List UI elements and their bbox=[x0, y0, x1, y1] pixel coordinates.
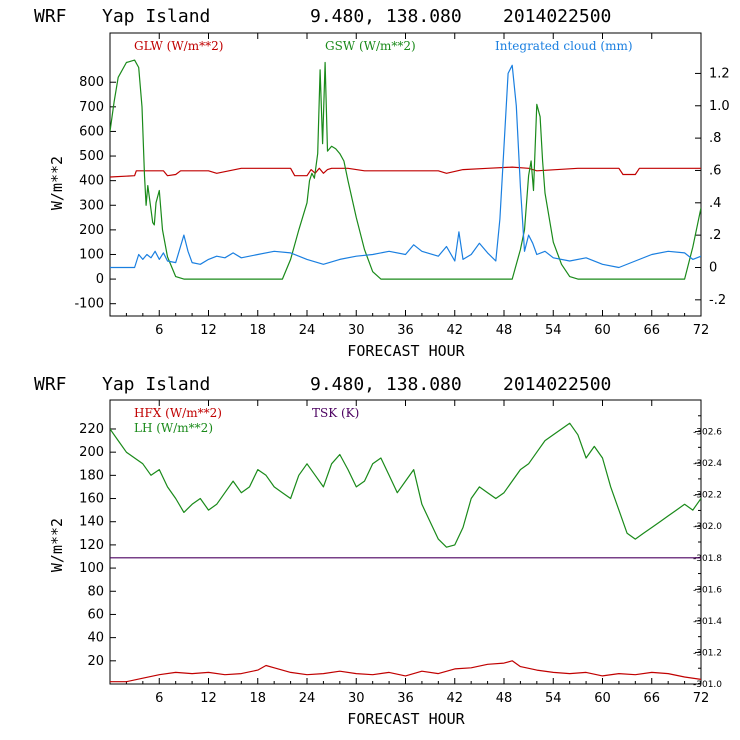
y2-tick-label-2: -301.4 bbox=[693, 617, 722, 627]
y2-tick-label-2: -301.6 bbox=[693, 585, 722, 595]
y2-tick-label-2: -301.2 bbox=[693, 648, 722, 658]
series-line-hfx-2 bbox=[110, 660, 701, 683]
plot-frame-2 bbox=[109, 399, 702, 685]
y2-tick-label-2: -302.2 bbox=[693, 491, 722, 501]
y2-tick-label-1: .6 bbox=[709, 163, 721, 178]
y2-tick-label-1: -.2 bbox=[709, 293, 726, 308]
y-tick-label-2: 80 bbox=[87, 584, 104, 599]
y-tick-label-2: 40 bbox=[87, 631, 104, 646]
x-tick-label-2: 6 bbox=[155, 691, 163, 706]
y-tick-label-1: 100 bbox=[79, 247, 104, 262]
y-tick-label-1: 500 bbox=[79, 149, 104, 164]
x-tick-label-2: 72 bbox=[693, 691, 710, 706]
x-axis-label-1: FORECAST HOUR bbox=[347, 342, 465, 360]
legend-cloud: Integrated cloud (mm) bbox=[495, 39, 633, 53]
x-tick-label-2: 48 bbox=[496, 691, 513, 706]
y-tick-label-2: 100 bbox=[79, 561, 104, 576]
y-tick-label-2: 200 bbox=[79, 445, 104, 460]
x-tick-label-1: 6 bbox=[155, 323, 163, 338]
y-axis-label-1: W/m**2 bbox=[48, 156, 66, 210]
x-tick-label-1: 48 bbox=[496, 323, 513, 338]
x-tick-label-1: 36 bbox=[397, 323, 414, 338]
y2-tick-label-2: -302.0 bbox=[693, 522, 722, 532]
x-tick-label-1: 24 bbox=[299, 323, 316, 338]
x-tick-label-2: 42 bbox=[446, 691, 463, 706]
x-tick-label-1: 18 bbox=[249, 323, 266, 338]
x-tick-label-2: 18 bbox=[249, 691, 266, 706]
x-tick-label-2: 54 bbox=[545, 691, 562, 706]
y-axis-label-2: W/m**2 bbox=[48, 518, 66, 572]
x-tick-label-1: 42 bbox=[446, 323, 463, 338]
y-tick-label-1: 300 bbox=[79, 198, 104, 213]
x-tick-label-2: 30 bbox=[348, 691, 365, 706]
y2-tick-label-1: .4 bbox=[709, 196, 721, 211]
y-tick-label-2: 140 bbox=[79, 515, 104, 530]
series-line-lh-2 bbox=[110, 422, 701, 548]
y-tick-label-1: 200 bbox=[79, 223, 104, 238]
legend-gsw: GSW (W/m**2) bbox=[325, 39, 416, 53]
y2-tick-label-1: 1.2 bbox=[709, 66, 730, 81]
y-tick-label-1: 0 bbox=[96, 272, 104, 287]
header-coords-2: 9.480, 138.080 bbox=[310, 374, 462, 395]
series-line-gsw-1 bbox=[110, 59, 701, 280]
plot-frame-1 bbox=[109, 32, 702, 317]
y-tick-label-2: 160 bbox=[79, 492, 104, 507]
y-tick-label-1: 400 bbox=[79, 174, 104, 189]
series-line-integrated-1 bbox=[110, 64, 701, 269]
y-tick-label-2: 220 bbox=[79, 422, 104, 437]
legend-hfx: HFX (W/m**2) bbox=[134, 406, 222, 420]
y2-tick-label-1: .2 bbox=[709, 228, 721, 243]
y-tick-label-2: 120 bbox=[79, 538, 104, 553]
x-tick-label-1: 30 bbox=[348, 323, 365, 338]
header-model-2: WRF bbox=[34, 374, 67, 395]
y2-tick-label-2: -302.6 bbox=[693, 428, 722, 438]
y2-tick-label-2: -301.0 bbox=[693, 680, 722, 690]
x-tick-label-1: 72 bbox=[693, 323, 710, 338]
x-tick-label-2: 24 bbox=[299, 691, 316, 706]
legend-glw: GLW (W/m**2) bbox=[134, 39, 223, 53]
x-axis-label-2: FORECAST HOUR bbox=[347, 710, 465, 728]
y-tick-label-1: 600 bbox=[79, 124, 104, 139]
header-coords-1: 9.480, 138.080 bbox=[310, 6, 462, 27]
x-tick-label-2: 66 bbox=[643, 691, 660, 706]
header-location-1: Yap Island bbox=[102, 6, 210, 27]
y-tick-label-2: 180 bbox=[79, 468, 104, 483]
header-model-1: WRF bbox=[34, 6, 67, 27]
y2-tick-label-2: -301.8 bbox=[693, 554, 722, 564]
y2-tick-label-1: .8 bbox=[709, 131, 721, 146]
x-tick-label-1: 54 bbox=[545, 323, 562, 338]
y2-tick-label-1: 1.0 bbox=[709, 99, 730, 114]
header-run-2: 2014022500 bbox=[503, 374, 611, 395]
y-tick-label-1: 700 bbox=[79, 100, 104, 115]
header-location-2: Yap Island bbox=[102, 374, 210, 395]
x-tick-label-2: 60 bbox=[594, 691, 611, 706]
x-tick-label-1: 60 bbox=[594, 323, 611, 338]
series-line-glw-1 bbox=[110, 166, 701, 178]
x-tick-label-1: 12 bbox=[200, 323, 217, 338]
legend-lh: LH (W/m**2) bbox=[134, 421, 213, 435]
y-tick-label-2: 20 bbox=[87, 654, 104, 669]
x-tick-label-1: 66 bbox=[643, 323, 660, 338]
y-tick-label-1: -100 bbox=[74, 297, 104, 312]
legend-tsk: TSK (K) bbox=[312, 406, 359, 420]
x-tick-label-2: 36 bbox=[397, 691, 414, 706]
y2-tick-label-1: 0 bbox=[709, 260, 717, 275]
y-tick-label-1: 800 bbox=[79, 75, 104, 90]
y-tick-label-2: 60 bbox=[87, 607, 104, 622]
y2-tick-label-2: -302.4 bbox=[693, 459, 722, 469]
x-tick-label-2: 12 bbox=[200, 691, 217, 706]
header-run-1: 2014022500 bbox=[503, 6, 611, 27]
